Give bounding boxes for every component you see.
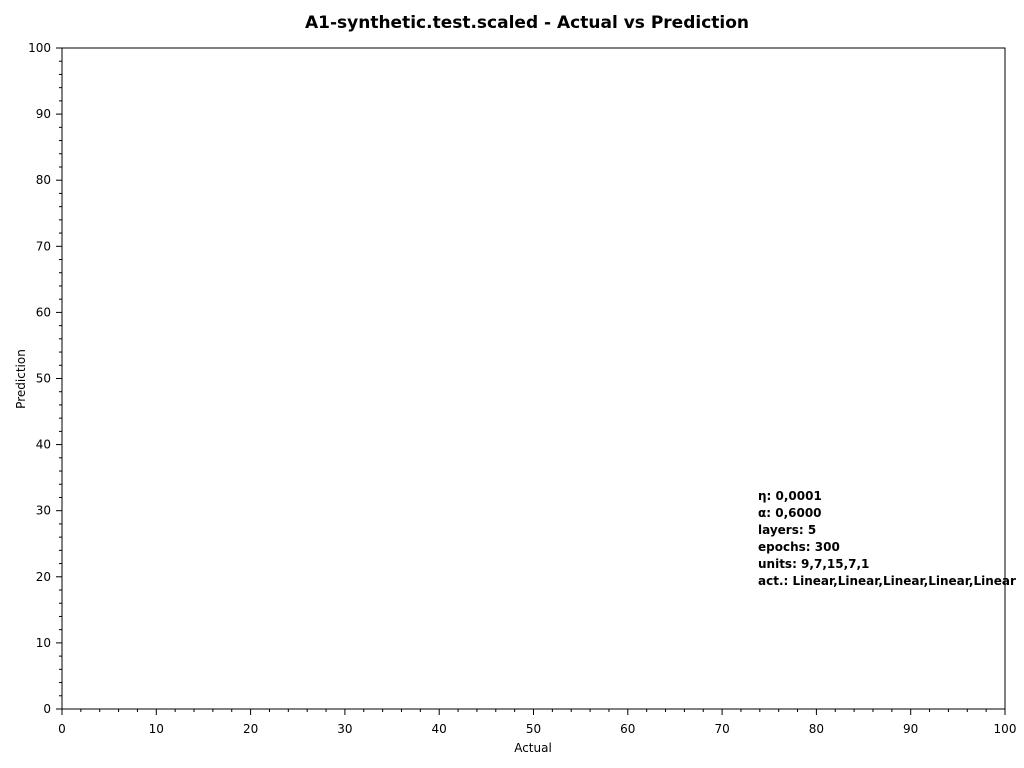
x-axis-title: Actual [514,741,552,755]
y-tick-label: 80 [36,173,51,187]
y-tick-label: 0 [43,702,51,716]
chart-title: A1-synthetic.test.scaled - Actual vs Pre… [305,13,749,33]
annotation-layers: layers: 5 [758,523,816,537]
x-tick-label: 100 [994,722,1017,736]
x-tick-label: 20 [243,722,258,736]
x-tick-label: 50 [526,722,541,736]
y-tick-label: 30 [36,504,51,518]
x-tick-label: 70 [714,722,729,736]
y-tick-label: 50 [36,372,51,386]
y-tick-label: 10 [36,636,51,650]
y-axis: 0 10 20 30 40 50 60 70 80 90 100 [28,41,62,716]
annotation-epochs: epochs: 300 [758,540,840,554]
x-tick-label: 0 [58,722,66,736]
x-axis: 0 10 20 30 40 50 60 70 80 90 100 [58,709,1016,736]
x-tick-label: 40 [432,722,447,736]
annotation-alpha: α: 0,6000 [758,506,822,520]
annotation-box: η: 0,0001 α: 0,6000 layers: 5 epochs: 30… [758,489,1016,588]
y-axis-title: Prediction [14,349,28,409]
y-tick-label: 70 [36,239,51,253]
x-tick-label: 80 [809,722,824,736]
x-tick-label: 90 [903,722,918,736]
y-tick-label: 40 [36,438,51,452]
x-tick-label: 30 [337,722,352,736]
plot-area [61,47,1006,710]
y-tick-label: 60 [36,305,51,319]
x-tick-label: 60 [620,722,635,736]
y-tick-label: 100 [28,41,51,55]
x-tick-label: 10 [149,722,164,736]
annotation-activations: act.: Linear,Linear,Linear,Linear,Linear [758,574,1016,588]
annotation-eta: η: 0,0001 [758,489,822,503]
annotation-units: units: 9,7,15,7,1 [758,557,869,571]
y-tick-label: 90 [36,107,51,121]
y-tick-label: 20 [36,570,51,584]
